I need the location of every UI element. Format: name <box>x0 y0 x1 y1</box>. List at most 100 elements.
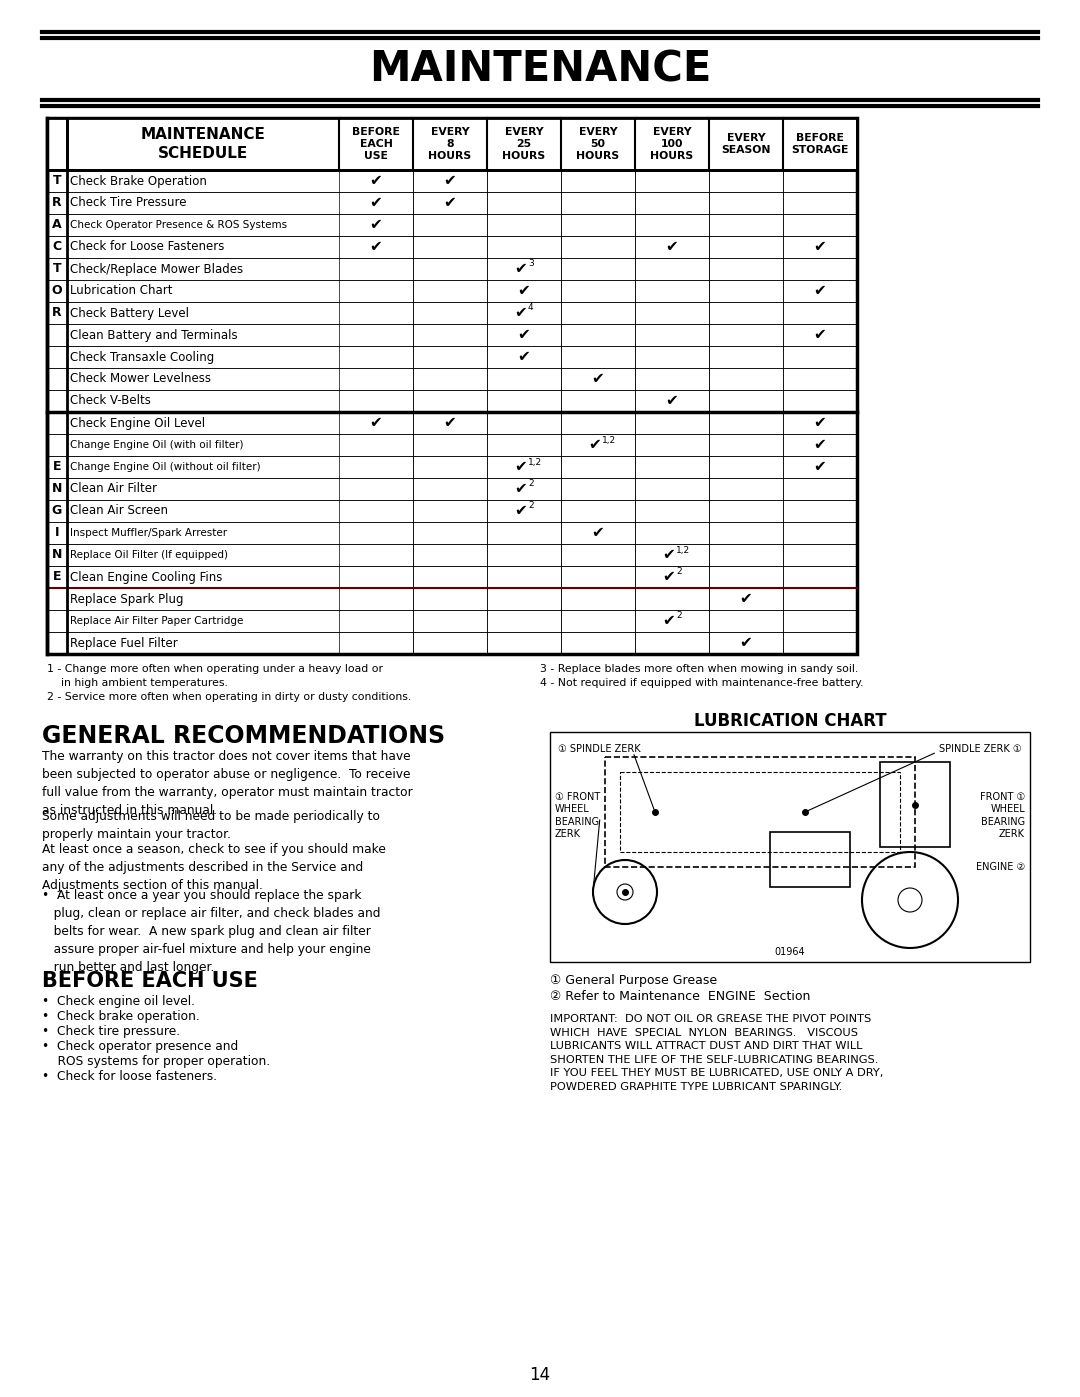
Text: 01964: 01964 <box>774 947 806 957</box>
Text: ✔: ✔ <box>740 636 753 651</box>
Text: Inspect Muffler/Spark Arrester: Inspect Muffler/Spark Arrester <box>70 528 227 538</box>
Text: Some adjustments will need to be made periodically to
properly maintain your tra: Some adjustments will need to be made pe… <box>42 810 380 841</box>
Text: Check Mower Levelness: Check Mower Levelness <box>70 373 211 386</box>
Text: ✔: ✔ <box>369 218 382 232</box>
Text: •  Check for loose fasteners.: • Check for loose fasteners. <box>42 1070 217 1083</box>
Text: ✔: ✔ <box>369 173 382 189</box>
Text: E: E <box>53 461 62 474</box>
Text: ✔: ✔ <box>663 613 675 629</box>
Text: ENGINE ②: ENGINE ② <box>975 862 1025 872</box>
Text: R: R <box>52 306 62 320</box>
Bar <box>620 773 900 852</box>
Text: ✔: ✔ <box>663 548 675 563</box>
Bar <box>48 117 858 654</box>
Text: ✔: ✔ <box>740 591 753 606</box>
Text: 4: 4 <box>528 303 534 313</box>
Text: 1,2: 1,2 <box>602 436 616 444</box>
Text: BEFORE
EACH
USE: BEFORE EACH USE <box>352 127 400 161</box>
Text: T: T <box>53 175 62 187</box>
Text: T: T <box>53 263 62 275</box>
Text: ✔: ✔ <box>665 394 678 408</box>
Text: ✔: ✔ <box>813 284 826 299</box>
Text: 1 - Change more often when operating under a heavy load or
    in high ambient t: 1 - Change more often when operating und… <box>48 664 411 703</box>
Text: ✔: ✔ <box>813 415 826 430</box>
Text: ✔: ✔ <box>369 196 382 211</box>
Text: C: C <box>53 240 62 253</box>
Bar <box>550 732 1030 963</box>
Text: Check Tire Pressure: Check Tire Pressure <box>70 197 187 210</box>
Text: ✔: ✔ <box>444 173 457 189</box>
Text: 3 - Replace blades more often when mowing in sandy soil.
4 - Not required if equ: 3 - Replace blades more often when mowin… <box>540 664 864 687</box>
Text: ✔: ✔ <box>813 327 826 342</box>
Text: ✔: ✔ <box>663 570 675 584</box>
Text: SPINDLE ZERK ①: SPINDLE ZERK ① <box>940 745 1022 754</box>
Text: Clean Air Screen: Clean Air Screen <box>70 504 168 517</box>
Text: 2: 2 <box>676 567 681 577</box>
Text: N: N <box>52 482 63 496</box>
Text: Clean Battery and Terminals: Clean Battery and Terminals <box>70 328 238 341</box>
Text: •  Check operator presence and: • Check operator presence and <box>42 1039 239 1053</box>
Text: ✔: ✔ <box>444 196 457 211</box>
Text: ✔: ✔ <box>517 327 530 342</box>
Bar <box>48 117 858 170</box>
Text: O: O <box>52 285 63 298</box>
Text: EVERY
100
HOURS: EVERY 100 HOURS <box>650 127 693 161</box>
Text: ✔: ✔ <box>813 437 826 453</box>
Text: Check Battery Level: Check Battery Level <box>70 306 189 320</box>
Text: ✔: ✔ <box>592 372 605 387</box>
Text: •  Check engine oil level.: • Check engine oil level. <box>42 995 195 1009</box>
Text: A: A <box>52 218 62 232</box>
Bar <box>770 833 850 887</box>
Text: ✔: ✔ <box>517 349 530 365</box>
Text: EVERY
25
HOURS: EVERY 25 HOURS <box>502 127 545 161</box>
Text: 14: 14 <box>529 1366 551 1384</box>
Text: G: G <box>52 504 63 517</box>
Text: LUBRICATION CHART: LUBRICATION CHART <box>693 712 887 731</box>
Text: IMPORTANT:  DO NOT OIL OR GREASE THE PIVOT POINTS
WHICH  HAVE  SPECIAL  NYLON  B: IMPORTANT: DO NOT OIL OR GREASE THE PIVO… <box>550 1014 883 1092</box>
Text: Check Transaxle Cooling: Check Transaxle Cooling <box>70 351 214 363</box>
Text: •  Check tire pressure.: • Check tire pressure. <box>42 1025 180 1038</box>
Text: •  Check brake operation.: • Check brake operation. <box>42 1010 200 1023</box>
Text: ✔: ✔ <box>515 482 527 496</box>
Text: E: E <box>53 570 62 584</box>
Text: Check/Replace Mower Blades: Check/Replace Mower Blades <box>70 263 243 275</box>
Text: EVERY
8
HOURS: EVERY 8 HOURS <box>429 127 472 161</box>
Text: ✔: ✔ <box>444 415 457 430</box>
Text: The warranty on this tractor does not cover items that have
been subjected to op: The warranty on this tractor does not co… <box>42 750 413 817</box>
Text: 1,2: 1,2 <box>676 545 690 555</box>
Text: FRONT ①
WHEEL
BEARING
ZERK: FRONT ① WHEEL BEARING ZERK <box>980 792 1025 840</box>
Text: ✔: ✔ <box>515 503 527 518</box>
Text: Check Engine Oil Level: Check Engine Oil Level <box>70 416 205 429</box>
Text: MAINTENANCE
SCHEDULE: MAINTENANCE SCHEDULE <box>140 127 266 162</box>
Text: Clean Air Filter: Clean Air Filter <box>70 482 157 496</box>
Text: ✔: ✔ <box>813 460 826 475</box>
Text: Replace Air Filter Paper Cartridge: Replace Air Filter Paper Cartridge <box>70 616 243 626</box>
Text: Replace Fuel Filter: Replace Fuel Filter <box>70 637 178 650</box>
Text: GENERAL RECOMMENDATIONS: GENERAL RECOMMENDATIONS <box>42 724 445 747</box>
Text: BEFORE EACH USE: BEFORE EACH USE <box>42 971 258 990</box>
Text: Check V-Belts: Check V-Belts <box>70 394 151 408</box>
Text: ✔: ✔ <box>515 460 527 475</box>
Text: ✔: ✔ <box>369 239 382 254</box>
Text: Clean Engine Cooling Fins: Clean Engine Cooling Fins <box>70 570 222 584</box>
Text: ① General Purpose Grease: ① General Purpose Grease <box>550 974 717 988</box>
Text: Check for Loose Fasteners: Check for Loose Fasteners <box>70 240 225 253</box>
Text: Replace Spark Plug: Replace Spark Plug <box>70 592 184 605</box>
Text: Lubrication Chart: Lubrication Chart <box>70 285 173 298</box>
Text: 3: 3 <box>528 260 534 268</box>
Text: ROS systems for proper operation.: ROS systems for proper operation. <box>42 1055 270 1067</box>
Text: 1,2: 1,2 <box>528 457 542 467</box>
Text: ① SPINDLE ZERK: ① SPINDLE ZERK <box>558 745 640 754</box>
Text: Replace Oil Filter (If equipped): Replace Oil Filter (If equipped) <box>70 550 228 560</box>
Text: MAINTENANCE: MAINTENANCE <box>368 49 712 91</box>
Text: ✔: ✔ <box>515 261 527 277</box>
Bar <box>880 761 950 847</box>
Text: ✔: ✔ <box>589 437 602 453</box>
Text: ✔: ✔ <box>592 525 605 541</box>
Text: ✔: ✔ <box>813 239 826 254</box>
Text: EVERY
SEASON: EVERY SEASON <box>721 133 771 155</box>
Text: ✔: ✔ <box>515 306 527 320</box>
Text: Check Brake Operation: Check Brake Operation <box>70 175 207 187</box>
Text: 2: 2 <box>528 502 534 510</box>
Text: ✔: ✔ <box>369 415 382 430</box>
